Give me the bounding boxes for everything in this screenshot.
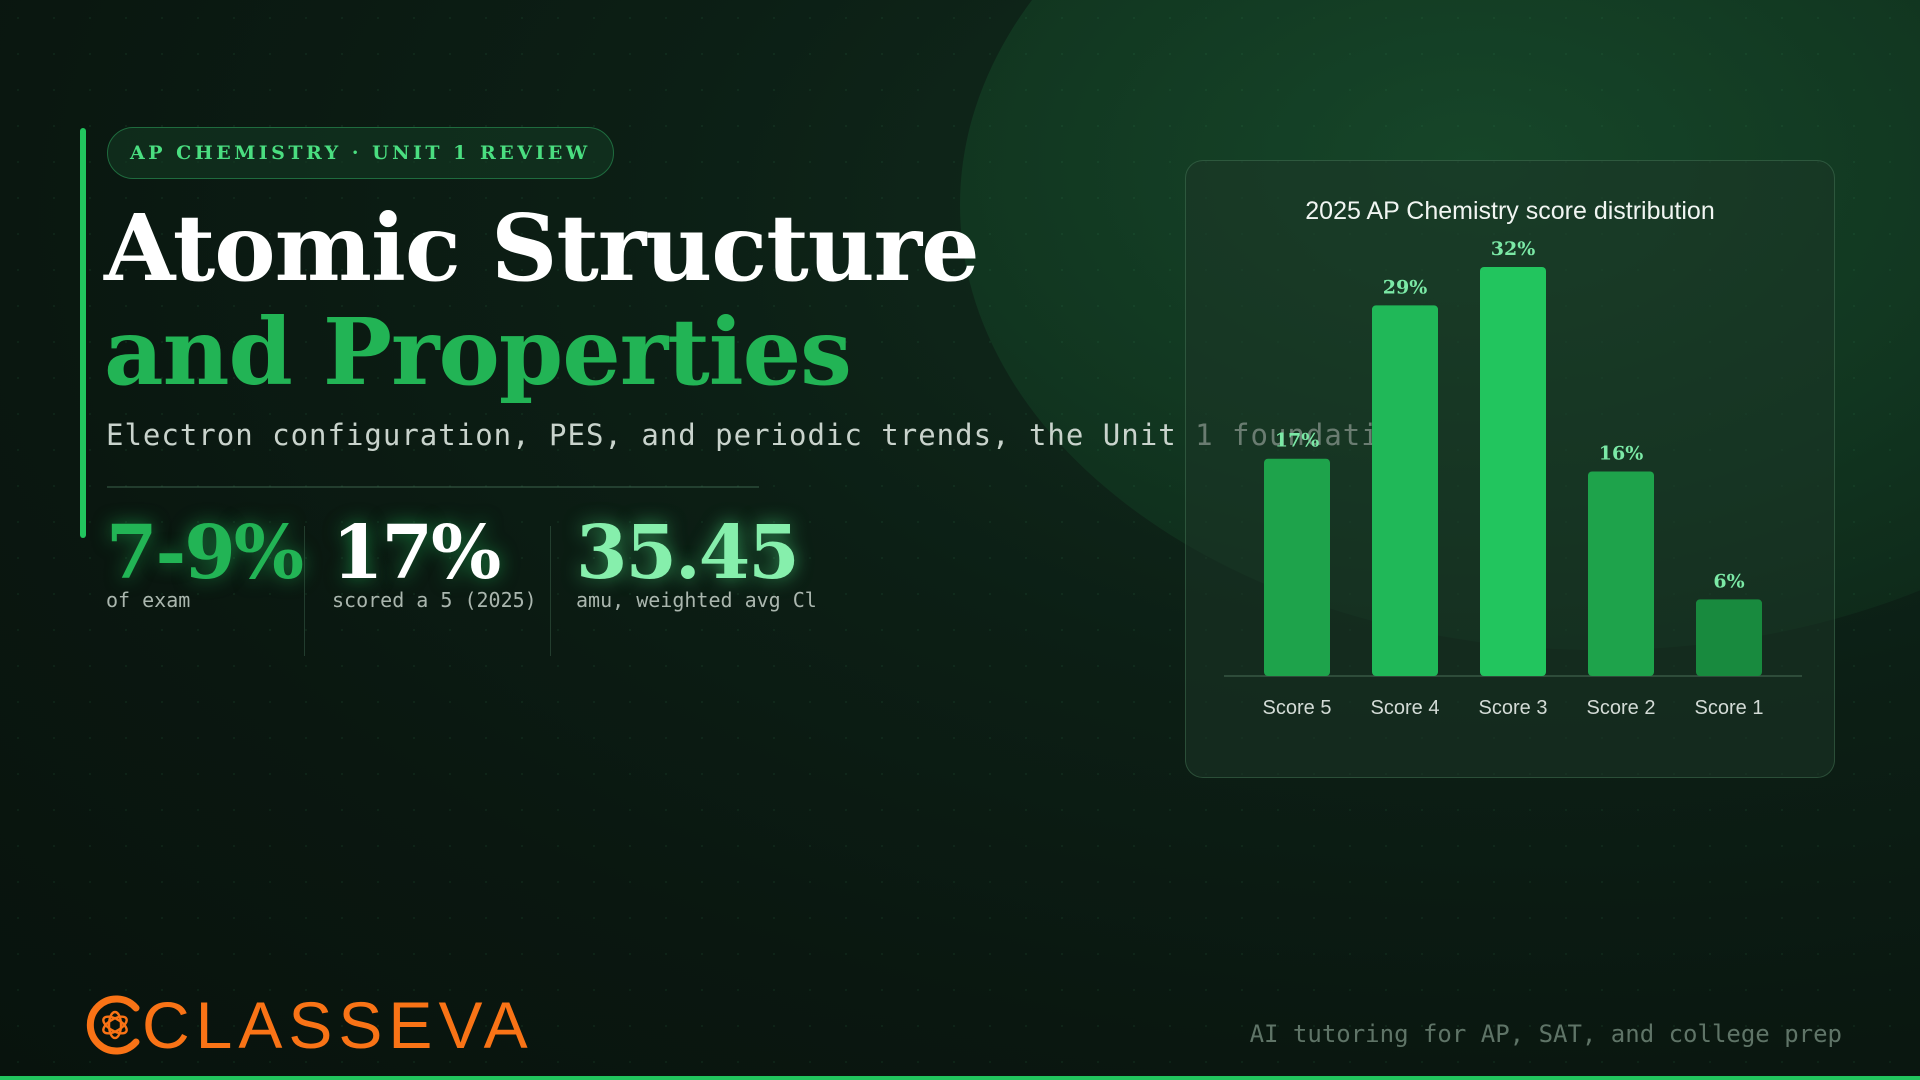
chart-card: 2025 AP Chemistry score distribution 17%…	[1185, 160, 1835, 778]
title-line-2: and Properties	[104, 298, 852, 406]
stat-separator	[304, 526, 305, 656]
page-title: Atomic Structure and Properties	[104, 194, 980, 406]
classeva-logo-icon	[86, 995, 140, 1055]
x-tick-label: Score 5	[1263, 697, 1332, 719]
x-tick-label: Score 4	[1371, 697, 1440, 719]
divider	[107, 486, 759, 488]
eyebrow-label: AP CHEMISTRY · UNIT 1 REVIEW	[130, 142, 591, 164]
accent-bar	[80, 128, 86, 538]
x-tick-label: Score 1	[1695, 697, 1764, 719]
stat-exam-weight: 7-9% of exam	[106, 510, 304, 612]
bar-value-label: 32%	[1491, 238, 1536, 260]
eyebrow-pill: AP CHEMISTRY · UNIT 1 REVIEW	[107, 127, 614, 179]
bar-chart: 17% Score 5 29% Score 4 32% Score 3 16% Score 2…	[1224, 238, 1802, 719]
bar-value-label: 6%	[1713, 570, 1744, 592]
stat-atomic-mass: 35.45 amu, weighted avg Cl	[576, 512, 817, 612]
stat-scored-five: 17% scored a 5 (2025)	[332, 512, 537, 612]
brand-name: CLASSEVA	[142, 988, 534, 1062]
x-tick-label: Score 2	[1587, 697, 1656, 719]
title-line-1: Atomic Structure	[104, 194, 980, 302]
stat-value: 17%	[332, 510, 501, 596]
bottom-accent-line	[0, 1076, 1920, 1080]
stat-caption: of exam	[106, 588, 191, 612]
chart-title: 2025 AP Chemistry score distribution	[1305, 197, 1715, 225]
bar-score-4	[1372, 305, 1438, 676]
bar-value-label: 29%	[1383, 276, 1428, 298]
stat-value: 7-9%	[106, 510, 304, 596]
bar-score-2	[1588, 471, 1654, 676]
x-tick-label: Score 3	[1479, 697, 1548, 719]
bar-score-5	[1264, 458, 1330, 676]
stat-separator	[550, 526, 551, 656]
brand-logo: CLASSEVA	[86, 990, 534, 1060]
bar-value-label: 16%	[1599, 443, 1644, 465]
bar-score-3	[1480, 267, 1546, 676]
tagline: AI tutoring for AP, SAT, and college pre…	[1249, 1020, 1842, 1048]
bar-score-1	[1696, 599, 1762, 676]
stat-value: 35.45	[576, 510, 800, 596]
stat-caption: amu, weighted avg Cl	[576, 588, 817, 612]
stat-caption: scored a 5 (2025)	[332, 588, 537, 612]
bar-value-label: 17%	[1275, 430, 1320, 452]
